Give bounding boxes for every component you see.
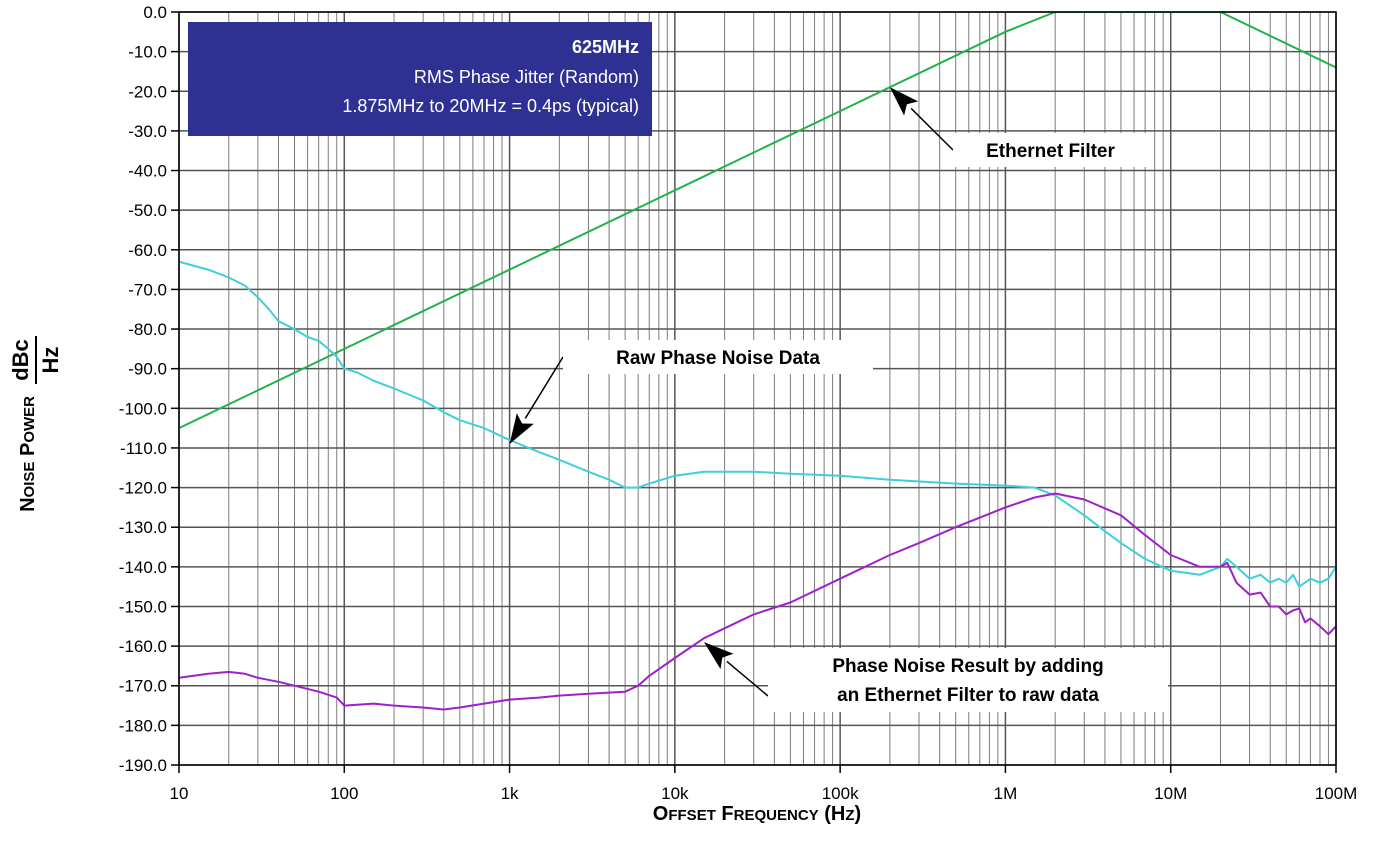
y-tick-label: -90.0 bbox=[128, 360, 167, 379]
y-tick-label: 0.0 bbox=[143, 3, 167, 22]
y-axis-ticks: 0.0 -10.0 -20.0 -30.0 -40.0 -50.0 -60.0 -70.0 -8… bbox=[119, 3, 179, 775]
plot-frame bbox=[178, 11, 1337, 766]
y-axis-unit-numerator: dBc bbox=[8, 339, 33, 381]
minor-gridlines bbox=[228, 12, 1329, 765]
annotation-arrow-line bbox=[910, 107, 954, 151]
info-box-title: 625MHz bbox=[572, 37, 639, 57]
series-layer bbox=[179, 12, 1336, 711]
y-axis-title: NOISE POWER dBc Hz bbox=[8, 336, 63, 512]
annotation-arrow-head bbox=[704, 642, 734, 670]
y-axis-unit-denominator: Hz bbox=[38, 347, 63, 374]
annotation-ethernet: Ethernet Filter bbox=[889, 87, 1148, 167]
y-tick-label: -10.0 bbox=[128, 43, 167, 62]
annotation-label-background bbox=[953, 133, 1148, 167]
y-tick-label: -140.0 bbox=[119, 558, 167, 577]
y-axis-title-main: NOISE POWER bbox=[17, 396, 39, 512]
annotation-arrow-line bbox=[726, 660, 769, 697]
y-tick-label: -60.0 bbox=[128, 241, 167, 260]
annotation-arrow-head bbox=[889, 87, 919, 116]
y-tick-label: -130.0 bbox=[119, 518, 167, 537]
series-line-1 bbox=[179, 12, 1336, 430]
annotation-label-text: an Ethernet Filter to raw data bbox=[837, 685, 1099, 706]
x-tick-label: 10 bbox=[170, 784, 189, 803]
annotation-label-text: Ethernet Filter bbox=[986, 141, 1115, 162]
x-tick-label: 1k bbox=[501, 784, 519, 803]
x-tick-label: 100M bbox=[1315, 784, 1358, 803]
annotation-result: Phase Noise Result by adding an Ethernet … bbox=[704, 642, 1168, 712]
x-tick-label: 10k bbox=[661, 784, 689, 803]
annotation-raw: Raw Phase Noise Data bbox=[509, 340, 873, 444]
x-tick-label: 10M bbox=[1154, 784, 1187, 803]
y-tick-label: -120.0 bbox=[119, 479, 167, 498]
y-tick-label: -160.0 bbox=[119, 637, 167, 656]
y-tick-label: -80.0 bbox=[128, 320, 167, 339]
y-tick-label: -110.0 bbox=[120, 439, 167, 458]
annotation-label-text: Raw Phase Noise Data bbox=[616, 348, 820, 369]
annotation-label-text: Phase Noise Result by adding bbox=[832, 656, 1103, 677]
y-tick-label: -100.0 bbox=[119, 399, 167, 418]
y-tick-label: -170.0 bbox=[119, 677, 167, 696]
y-tick-label: -190.0 bbox=[119, 756, 167, 775]
annotations: Ethernet Filter Raw Phase Noise Data Phase… bbox=[509, 87, 1168, 712]
annotation-arrow-line bbox=[524, 356, 564, 419]
info-box-background bbox=[188, 22, 652, 136]
y-tick-label: -180.0 bbox=[119, 716, 167, 735]
x-tick-label: 100 bbox=[330, 784, 358, 803]
y-tick-label: -50.0 bbox=[128, 201, 167, 220]
y-tick-label: -20.0 bbox=[128, 82, 167, 101]
info-box-line2: 1.875MHz to 20MHz = 0.4ps (typical) bbox=[342, 96, 639, 116]
series-line-2 bbox=[179, 260, 1336, 588]
series-line-3 bbox=[179, 492, 1336, 711]
y-tick-label: -70.0 bbox=[128, 280, 167, 299]
x-axis-ticks: 10 100 1k 10k 100k 1M 10M 100M bbox=[170, 765, 1358, 803]
y-tick-label: -150.0 bbox=[119, 597, 167, 616]
info-box: 625MHz RMS Phase Jitter (Random) 1.875MH… bbox=[188, 22, 652, 136]
y-tick-label: -30.0 bbox=[128, 122, 167, 141]
annotation-label-background bbox=[768, 648, 1168, 712]
y-tick-label: -40.0 bbox=[128, 162, 167, 181]
info-box-line1: RMS Phase Jitter (Random) bbox=[414, 67, 639, 87]
annotation-arrow-head bbox=[509, 413, 534, 444]
x-tick-label: 100k bbox=[822, 784, 859, 803]
x-axis-title: OFFSET FREQUENCY (HZ) bbox=[653, 803, 861, 825]
x-tick-label: 1M bbox=[994, 784, 1018, 803]
annotation-label-background bbox=[563, 340, 873, 374]
